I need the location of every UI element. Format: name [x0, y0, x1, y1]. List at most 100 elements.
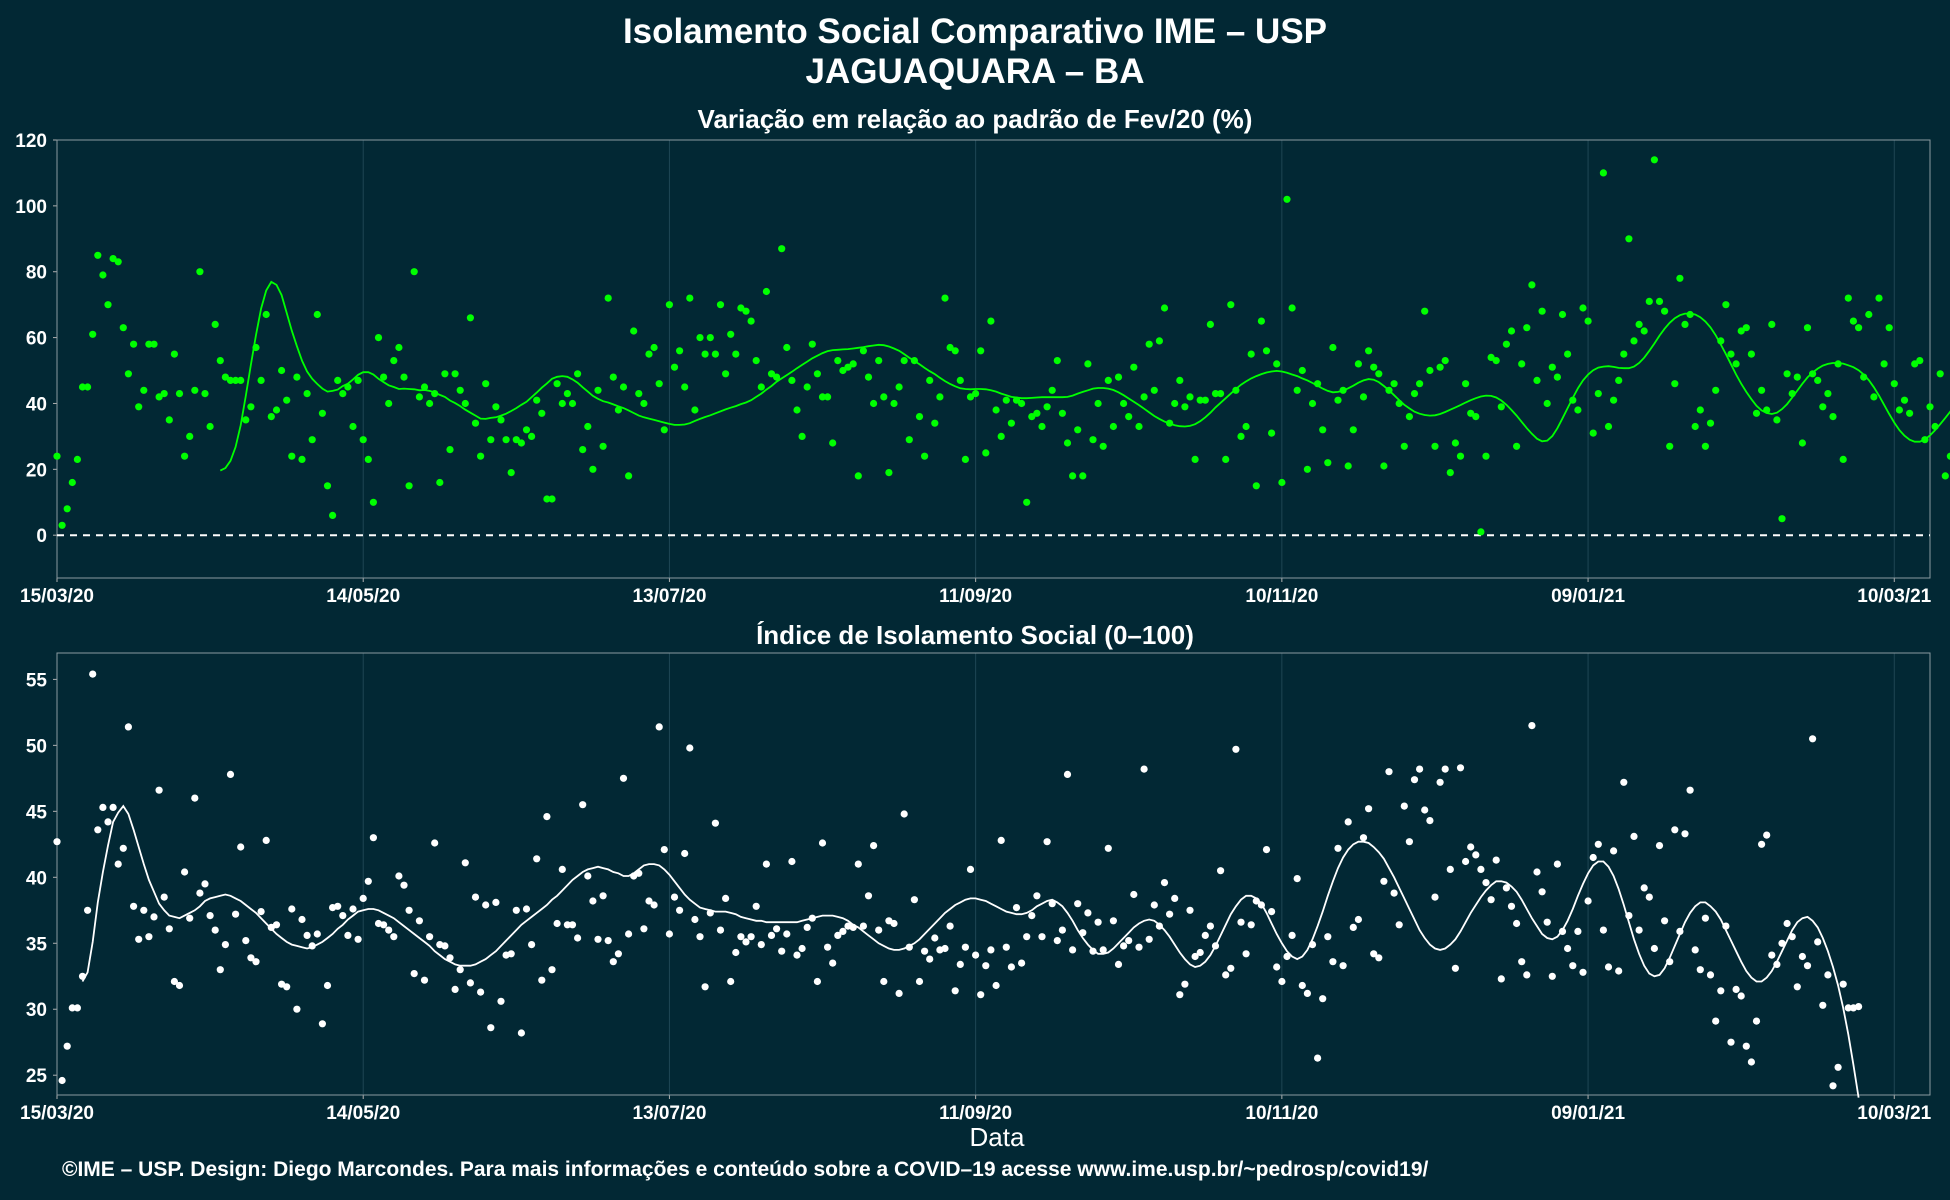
panel1-data-point [1706, 419, 1715, 427]
panel1-data-point [1809, 370, 1817, 378]
panel2-y-tick-label: 25 [26, 1066, 48, 1087]
panel1-data-point [1140, 393, 1148, 401]
panel1-data-point [921, 452, 929, 460]
panel2-data-point [1385, 768, 1393, 776]
panel2-data-point [1569, 962, 1577, 970]
panel1-data-point [1819, 403, 1827, 411]
panel1-data-point [961, 455, 970, 463]
panel2-data-point [1252, 897, 1260, 905]
panel1-data-point [1053, 357, 1061, 365]
panel2-data-point [905, 943, 913, 951]
panel1-data-point [242, 416, 250, 424]
panel2-data-point [1349, 923, 1357, 932]
panel2-data-point [1012, 904, 1021, 912]
panel1-data-point [415, 393, 423, 401]
panel2-data-point [1528, 722, 1536, 730]
panel1-data-point [252, 343, 260, 352]
panel2-data-point [1023, 933, 1031, 941]
panel1-data-point [1885, 324, 1893, 332]
panel2-data-point [793, 951, 801, 959]
panel2-data-point [492, 898, 500, 907]
panel1-data-point [1079, 472, 1087, 480]
panel2-data-point [711, 819, 720, 827]
panel2-data-point [818, 839, 827, 847]
panel1-data-point [1130, 363, 1138, 371]
panel2-data-point [1375, 954, 1383, 962]
panel1-data-point [747, 317, 755, 325]
panel2-data-point [1120, 942, 1128, 950]
panel2-data-point [395, 872, 403, 880]
panel2-data-point [1069, 946, 1077, 954]
panel1-data-point [369, 498, 377, 506]
panel2-data-point [1303, 989, 1311, 998]
panel1-data-point [1513, 442, 1521, 450]
panel2-data-point [982, 962, 990, 970]
panel1-data-point [278, 366, 286, 375]
panel1-data-point [1671, 380, 1679, 388]
panel1-data-point [742, 307, 750, 315]
panel2-data-point [487, 1024, 495, 1032]
panel2-data-point [870, 842, 878, 850]
panel1-data-point [1191, 455, 1199, 463]
panel2-data-point [1758, 840, 1766, 848]
panel1-y-tick-label: 120 [15, 131, 47, 152]
panel2-data-point [186, 914, 194, 922]
panel1-data-point [170, 350, 178, 358]
panel2-data-point [1773, 960, 1781, 969]
panel1-data-point [1752, 409, 1761, 417]
panel1-data-point [635, 390, 643, 398]
panel2-data-point [1288, 931, 1296, 940]
panel2-plot: 15/03/20 14/05/20 13/07/20 11/09/20 10/11/20… [20, 652, 1932, 1124]
panel1-data-point [1344, 462, 1352, 470]
panel1-data-point [599, 442, 607, 450]
panel1-data-point [1599, 169, 1607, 177]
panel1-data-point [1176, 376, 1184, 384]
panel1-data-point [1477, 528, 1485, 536]
panel1-data-point [722, 370, 730, 378]
panel2-data-point [160, 893, 168, 901]
panel1-data-point [1860, 373, 1868, 381]
panel2-data-point [318, 1020, 326, 1028]
panel1-data-point [701, 350, 709, 358]
panel2-data-point [1028, 912, 1036, 920]
panel2-data-point [650, 901, 658, 909]
panel2-data-point [114, 860, 122, 868]
panel1-data-point [1564, 350, 1572, 358]
panel1-x-tick-label: 13/07/20 [632, 586, 706, 607]
panel1-data-point [196, 268, 204, 276]
panel1-data-point [1456, 452, 1465, 460]
panel1-data-point [1109, 422, 1117, 431]
panel2-data-point [1543, 918, 1551, 926]
panel2-data-point [1579, 968, 1587, 976]
panel1-data-point [1681, 320, 1689, 328]
panel1-data-point [716, 301, 725, 309]
panel2-data-point [272, 921, 281, 929]
panel1-data-point [1069, 472, 1077, 480]
panel2-data-point [344, 931, 352, 940]
panel2-data-point [482, 901, 490, 909]
panel2-data-point [788, 857, 796, 866]
panel1-data-point [89, 330, 97, 338]
panel2-data-point [1130, 890, 1138, 899]
panel2-data-point [895, 989, 903, 998]
panel2-data-point [196, 889, 204, 897]
panel2-data-point [1482, 879, 1490, 887]
panel2-data-point [1553, 860, 1561, 868]
panel2-data-point [78, 972, 87, 980]
panel1-data-point [507, 469, 515, 477]
panel1-data-point [808, 340, 816, 348]
panel2-data-point [1814, 938, 1822, 946]
panel1-data-point [262, 310, 270, 319]
panel1-data-point [522, 426, 531, 434]
panel2-data-point [1426, 817, 1434, 825]
panel2-data-point [1671, 826, 1679, 834]
panel1-data-point [676, 347, 684, 355]
panel1-data-point [670, 363, 679, 371]
panel1-data-point [1145, 340, 1153, 348]
panel2-data-point [334, 902, 342, 910]
panel2-data-point [252, 958, 260, 966]
panel1-data-point [977, 347, 985, 355]
panel2-data-point [1421, 806, 1429, 814]
panel1-data-point [354, 376, 362, 384]
panel2-data-point [880, 977, 888, 986]
